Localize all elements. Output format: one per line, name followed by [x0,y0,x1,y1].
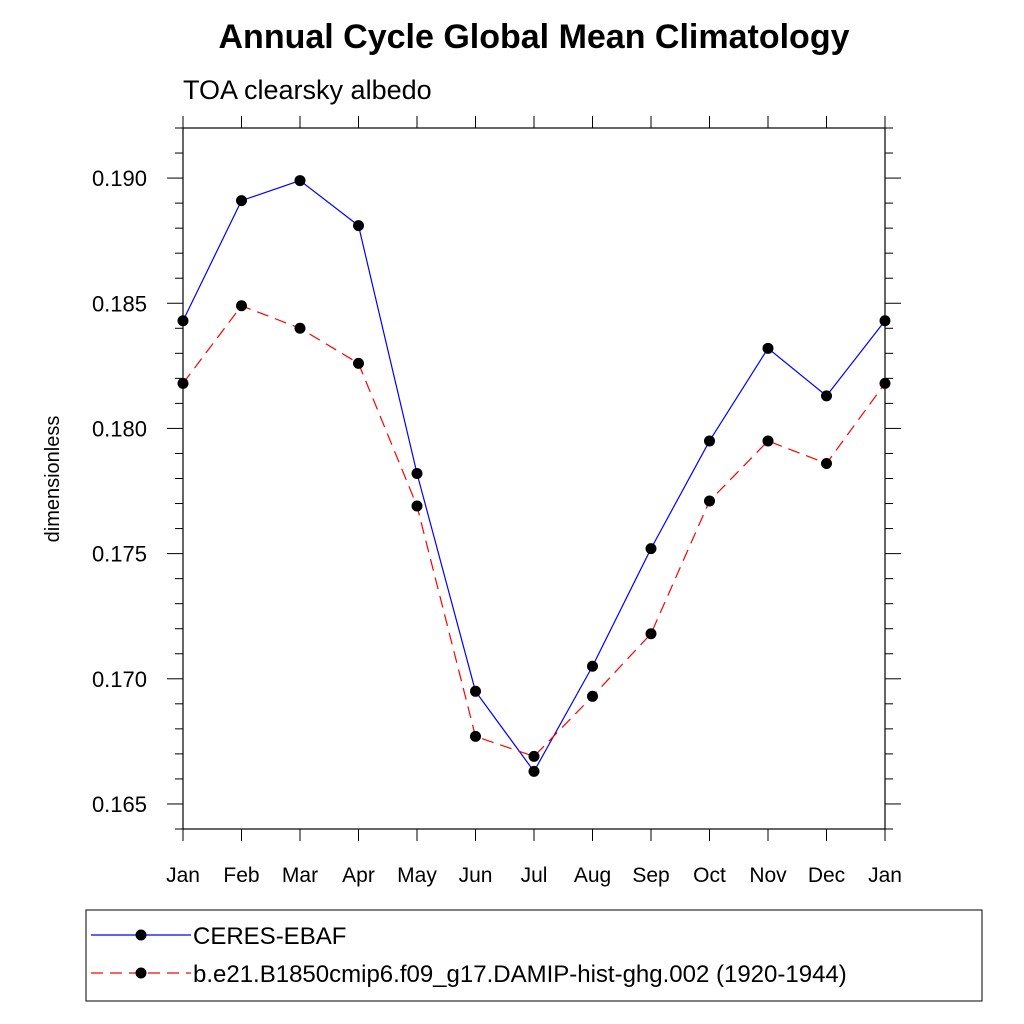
chart-subtitle: TOA clearsky albedo [183,75,432,105]
series-2-point [704,495,715,507]
x-tick-label: Dec [808,864,845,887]
x-tick-label: Jan [166,864,200,887]
y-tick-label: 0.185 [92,291,147,316]
series-1-point [236,195,247,207]
series-1-point [353,220,364,232]
series-2-point [470,730,481,742]
series-2-point [353,357,364,369]
y-tick-label: 0.190 [92,166,147,191]
y-tick-label: 0.170 [92,667,147,692]
series-1-point [587,660,598,672]
series-points [177,175,891,777]
x-tick-label: Mar [282,864,318,887]
series-1-point [645,543,657,555]
x-tick-label: Aug [574,864,611,887]
series-1-point [411,467,423,479]
x-tick-label: Feb [223,864,259,887]
series-2-point [645,628,657,640]
series-1-point [470,685,481,697]
axis-ticks [167,116,901,841]
series-1-point [294,175,306,187]
series-lines [182,179,886,773]
chart-title: Annual Cycle Global Mean Climatology [219,18,850,56]
legend [85,909,983,1002]
x-tick-label: Jul [521,864,548,887]
y-axis-label: dimensionless [42,416,64,543]
series-1-point [528,765,540,777]
series-line-2 [182,305,886,758]
series-2-point [411,500,423,512]
series-2-point [821,457,832,469]
series-2-point [879,377,891,389]
series-1-point [704,435,715,447]
x-tick-label: Sep [632,864,669,887]
x-tick-label: Nov [749,864,787,887]
y-tick-label: 0.180 [92,416,147,441]
legend-label-2: b.e21.B1850cmip6.f09_g17.DAMIP-hist-ghg.… [193,961,847,988]
y-tick-label: 0.165 [92,792,147,817]
legend-entries: CERES-EBAF b.e21.B1850cmip6.f09_g17.DAMIP… [91,923,847,988]
series-2-point [762,435,774,447]
series-2-point [177,377,189,389]
series-1-point [177,315,189,327]
x-tick-label: May [397,864,437,887]
x-tick-label: Jan [868,864,902,887]
series-1-point [821,390,832,402]
y-tick-label: 0.175 [92,542,147,567]
series-1-point [762,342,774,354]
series-2-point [294,322,306,334]
x-tick-label: Apr [342,864,375,887]
legend-marker-1 [135,929,147,941]
plot-frame [182,127,886,830]
legend-label-1: CERES-EBAF [193,923,346,950]
axis-tick-labels: Jan Feb Mar Apr May Jun Jul Aug Sep Oct Nov Dec Jan 0… [92,166,902,887]
legend-marker-2 [135,967,147,979]
series-2-point [587,690,598,702]
series-line-1 [182,179,886,773]
x-tick-label: Jun [459,864,493,887]
series-2-point [236,300,247,312]
series-1-point [879,315,891,327]
series-2-point [528,750,540,762]
x-tick-label: Oct [693,864,726,887]
